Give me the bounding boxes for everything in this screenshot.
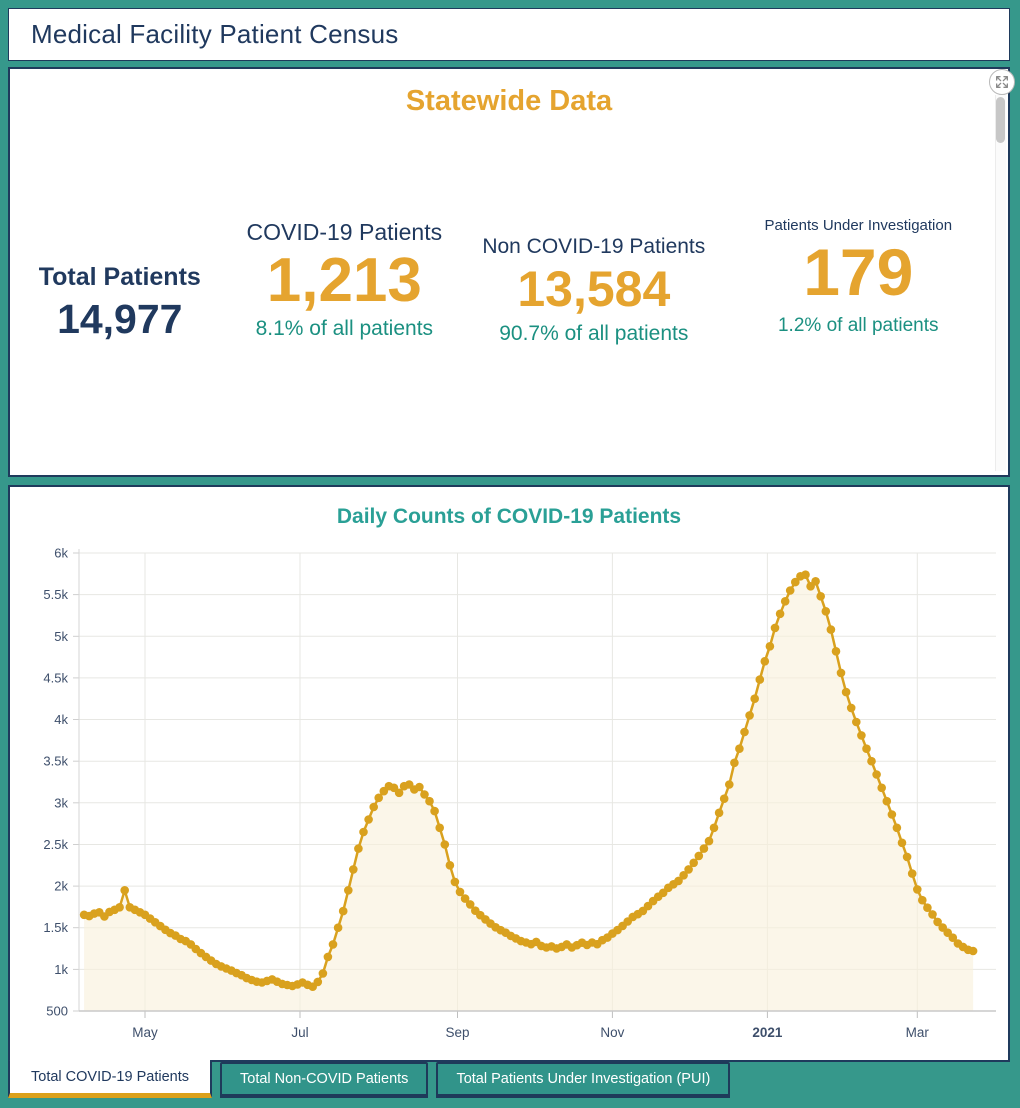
svg-text:3.5k: 3.5k	[43, 754, 68, 769]
stat-label: Total Patients	[38, 263, 201, 291]
stat-value: 13,584	[517, 261, 671, 317]
tab-total-patients-under-investigation[interactable]: Total Patients Under Investigation (PUI)	[436, 1062, 731, 1098]
svg-text:Sep: Sep	[445, 1025, 469, 1040]
app-header: Medical Facility Patient Census	[8, 8, 1010, 61]
stat-patients-under-investigation: Patients Under Investigation 179 1.2% of…	[729, 217, 988, 337]
svg-text:Jul: Jul	[291, 1025, 308, 1040]
tab-label: Total Non-COVID Patients	[240, 1071, 409, 1087]
tab-label: Total COVID-19 Patients	[31, 1068, 189, 1085]
svg-text:Nov: Nov	[600, 1025, 624, 1040]
svg-text:Mar: Mar	[906, 1025, 930, 1040]
statewide-panel: Statewide Data Total Patients 14,977 COV…	[8, 67, 1010, 477]
expand-arrows-icon	[994, 74, 1010, 90]
svg-text:2k: 2k	[54, 879, 68, 894]
chart-panel: Daily Counts of COVID-19 Patients 500 1k 1…	[8, 485, 1010, 1062]
svg-text:4k: 4k	[54, 712, 68, 727]
scrollbar-thumb[interactable]	[996, 97, 1005, 143]
daily-counts-chart[interactable]: 500 1k 1.5k 2k 2.5k 3k 3.5k 4k 4.5k 5k 5.5k 6k May Ju…	[11, 545, 1007, 1050]
svg-text:1k: 1k	[54, 962, 68, 977]
stat-value: 179	[803, 235, 914, 309]
tab-total-covid-patients[interactable]: Total COVID-19 Patients	[8, 1060, 212, 1098]
svg-text:4.5k: 4.5k	[43, 670, 68, 685]
stats-row: Total Patients 14,977 COVID-19 Patients …	[10, 217, 1008, 346]
svg-text:6k: 6k	[54, 546, 68, 561]
svg-text:5.5k: 5.5k	[43, 587, 68, 602]
stat-label: COVID-19 Patients	[246, 219, 443, 245]
stat-value: 1,213	[266, 246, 422, 315]
svg-text:5k: 5k	[54, 629, 68, 644]
stat-percent: 90.7% of all patients	[499, 321, 689, 345]
stat-label: Patients Under Investigation	[764, 217, 953, 234]
stat-total-patients: Total Patients 14,977	[10, 217, 230, 341]
page-title: Medical Facility Patient Census	[31, 19, 399, 49]
svg-text:2.5k: 2.5k	[43, 837, 68, 852]
stat-non-covid-patients: Non COVID-19 Patients 13,584 90.7% of al…	[459, 217, 728, 346]
svg-text:500: 500	[46, 1004, 68, 1019]
tab-total-non-covid-patients[interactable]: Total Non-COVID Patients	[220, 1062, 429, 1098]
svg-text:1.5k: 1.5k	[43, 920, 68, 935]
stat-label: Non COVID-19 Patients	[482, 235, 706, 258]
stat-covid-patients: COVID-19 Patients 1,213 8.1% of all pati…	[230, 217, 460, 341]
tab-label: Total Patients Under Investigation (PUI)	[456, 1071, 711, 1087]
statewide-title: Statewide Data	[405, 85, 613, 117]
svg-text:2021: 2021	[752, 1025, 783, 1040]
svg-text:3k: 3k	[54, 795, 68, 810]
tabs-row: Total COVID-19 Patients Total Non-COVID …	[8, 1060, 731, 1098]
scrollbar[interactable]	[995, 95, 1006, 471]
expand-button[interactable]	[989, 69, 1015, 95]
stat-percent: 8.1% of all patients	[255, 317, 434, 341]
chart-title: Daily Counts of COVID-19 Patients	[336, 505, 682, 528]
svg-text:May: May	[132, 1025, 158, 1040]
stat-percent: 1.2% of all patients	[777, 315, 939, 337]
stat-value: 14,977	[57, 296, 183, 342]
